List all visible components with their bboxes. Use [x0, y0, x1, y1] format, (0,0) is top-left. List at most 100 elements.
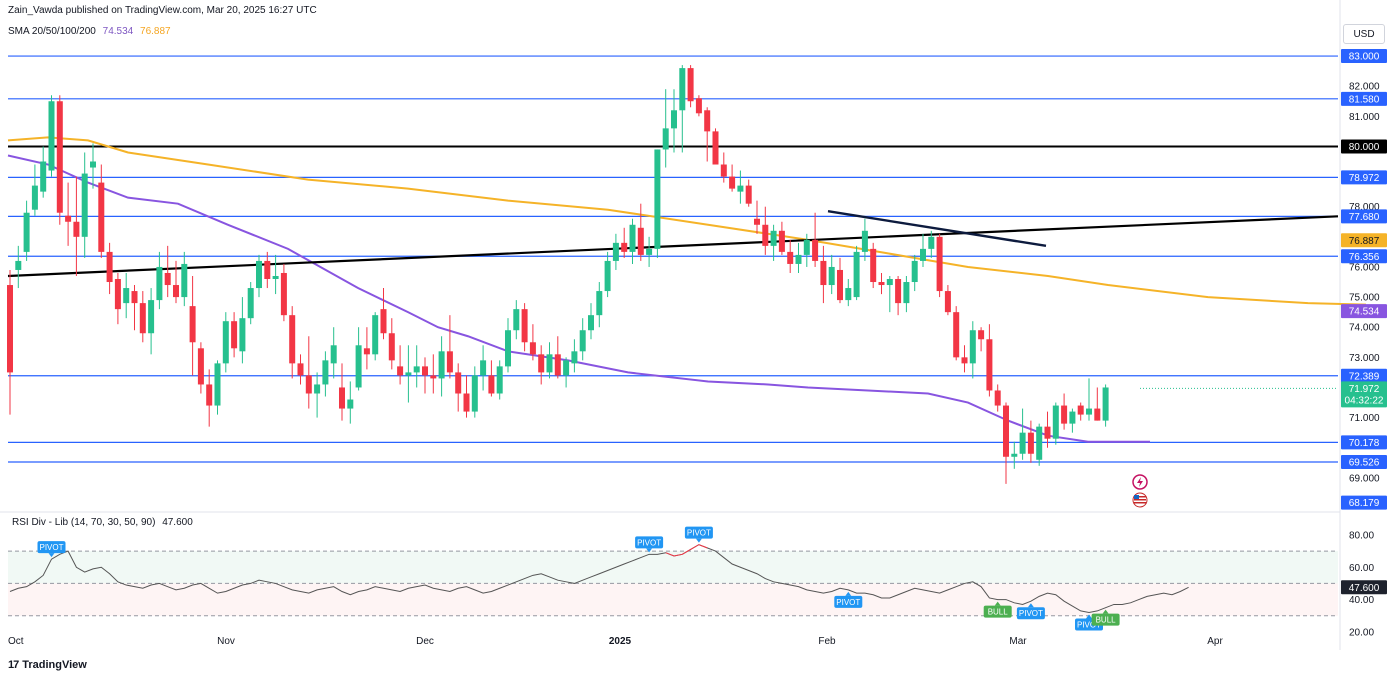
candle	[529, 324, 536, 361]
candle-body	[886, 279, 893, 286]
candle-body	[529, 342, 536, 355]
candle-body	[878, 282, 885, 286]
candle-body	[745, 185, 752, 204]
candle	[347, 381, 354, 424]
candle	[106, 242, 113, 295]
candle	[629, 218, 636, 264]
candle-body	[455, 372, 462, 394]
candle-body	[173, 285, 179, 298]
candle-body	[969, 330, 976, 364]
candle-body	[114, 279, 121, 310]
candle	[505, 318, 511, 373]
time-tick-label: Nov	[217, 636, 235, 647]
pivot-badge: PIVOT	[684, 526, 713, 543]
candle-body	[247, 288, 254, 319]
candle	[845, 279, 852, 307]
candle	[646, 236, 653, 267]
sma-100-line	[7, 154, 1150, 443]
candle	[330, 327, 337, 379]
price-axis: 82.000 81.000 78.000 76.000 75.000 74.000 73.0…	[1140, 49, 1387, 510]
candle	[1102, 384, 1109, 427]
candle	[397, 345, 404, 385]
price-tick-label: 71.000	[1349, 413, 1380, 424]
candle-body	[496, 366, 503, 394]
candle	[770, 224, 777, 261]
pivot-badge: PIVOT	[635, 536, 664, 553]
price-axis-badge: 69.526	[1341, 455, 1387, 470]
candle	[1061, 393, 1068, 430]
candle-body	[214, 363, 221, 406]
candle	[339, 363, 345, 421]
candle-body	[272, 275, 279, 280]
candle	[837, 257, 843, 304]
candle-body	[695, 98, 702, 114]
candle	[596, 282, 603, 328]
candle-body	[446, 351, 453, 373]
tradingview-brand[interactable]: 17 TradingView	[8, 659, 87, 671]
candle-body	[40, 161, 47, 192]
price-axis-badge-bg	[1341, 435, 1387, 450]
ascending-trendline	[7, 215, 1339, 278]
candle	[31, 164, 38, 216]
candle-body	[388, 333, 395, 361]
us-flag-icon-stripe	[1134, 496, 1146, 498]
candle-body	[770, 230, 777, 246]
candle-body	[729, 176, 736, 189]
candle	[886, 275, 893, 313]
candle	[745, 179, 752, 207]
sma-orange-value: 76.887	[140, 26, 171, 37]
us-flag-icon	[1132, 492, 1148, 508]
pivot-badge: PIVOT	[37, 541, 66, 558]
price-axis-badge-text: 68.179	[1349, 498, 1380, 509]
candle-body	[1094, 408, 1101, 421]
candle	[131, 285, 138, 331]
candle	[272, 254, 279, 295]
candle-body	[314, 384, 321, 394]
rsi-legend[interactable]: RSI Div - Lib (14, 70, 30, 50, 90) 47.60…	[12, 517, 193, 528]
candle-body	[1052, 405, 1059, 439]
candle-body	[65, 215, 72, 222]
bull-badge: BULL	[1091, 609, 1120, 626]
candle	[936, 233, 943, 298]
candle-body	[1061, 405, 1068, 424]
currency-button[interactable]: USD	[1343, 24, 1385, 44]
bull-badge-bg	[983, 605, 1012, 618]
candle	[48, 95, 55, 177]
candle	[430, 354, 437, 394]
candle	[197, 342, 204, 394]
candle-body	[936, 236, 943, 292]
candle	[148, 288, 155, 355]
candle-body	[106, 251, 113, 283]
bull-badge-pointer	[994, 601, 1001, 606]
candle-body	[231, 321, 238, 349]
price-axis-badge-bg	[1341, 495, 1387, 510]
candle-body	[347, 399, 354, 409]
sma-legend[interactable]: SMA 20/50/100/200 74.534 76.887	[8, 26, 171, 37]
candle	[961, 345, 968, 373]
candle-body	[920, 248, 926, 261]
time-tick-label: Dec	[416, 636, 434, 647]
rsi-panel: 80.00 60.00 40.00 20.00 47.600 PIVOT PIVOT PIVO…	[8, 526, 1387, 638]
rsi-tick-label: 80.00	[1349, 530, 1374, 541]
candle	[795, 242, 802, 273]
candle-body	[430, 375, 437, 379]
candle	[322, 351, 329, 397]
candle	[297, 354, 304, 385]
candle-body	[181, 263, 188, 298]
price-axis-badge-bg	[1341, 139, 1387, 154]
candle-body	[870, 248, 877, 283]
candle-body	[463, 393, 470, 412]
candle	[123, 272, 130, 319]
candle	[289, 306, 296, 379]
candle-body	[546, 354, 553, 373]
candle-body	[98, 182, 105, 252]
candle-body	[81, 173, 88, 237]
candle	[90, 143, 96, 189]
candle	[513, 300, 520, 340]
price-axis-badge: 74.534	[1341, 304, 1387, 319]
candle	[621, 227, 628, 258]
candle-body	[538, 354, 545, 373]
bull-badge: BULL	[983, 601, 1012, 618]
candle-body	[438, 351, 445, 379]
